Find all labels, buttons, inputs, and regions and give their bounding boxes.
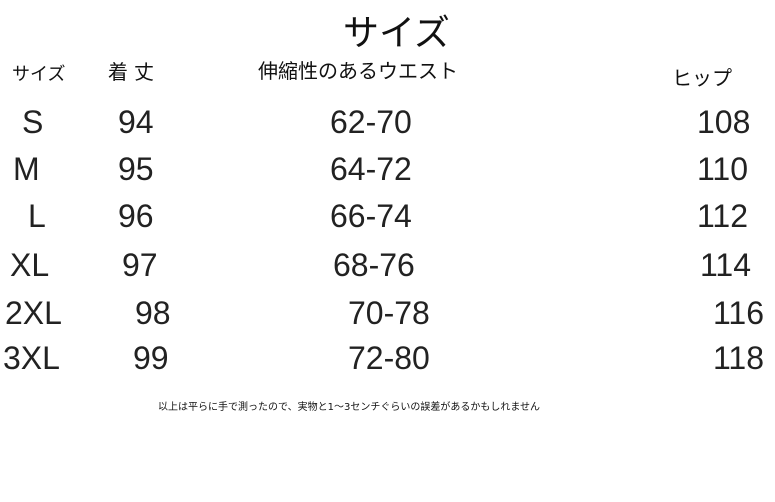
row-waist: 70-78 (348, 295, 430, 331)
row-hip: 110 (697, 151, 749, 187)
row-waist: 62-70 (330, 104, 412, 140)
header-waist: 伸縮性のあるウエスト (258, 59, 458, 83)
row-size: 2XL (5, 295, 62, 331)
row-length: 99 (133, 340, 169, 376)
header-size: サイズ (12, 64, 66, 85)
row-waist: 66-74 (330, 198, 412, 234)
chart-title: サイズ (343, 13, 450, 54)
header-hip: ヒップ (672, 66, 732, 90)
row-length: 95 (118, 151, 154, 187)
row-length: 98 (135, 295, 171, 331)
row-hip: 114 (700, 247, 752, 283)
row-length: 94 (118, 104, 154, 140)
row-size: L (28, 198, 46, 234)
row-size: M (13, 151, 40, 187)
row-hip: 116 (713, 295, 765, 331)
row-length: 97 (122, 247, 158, 283)
row-length: 96 (118, 198, 154, 234)
row-waist: 72-80 (348, 340, 430, 376)
row-size: 3XL (3, 340, 60, 376)
row-hip: 112 (697, 198, 749, 234)
row-size: S (22, 104, 44, 140)
row-waist: 64-72 (330, 151, 412, 187)
measurement-note: 以上は平らに手で測ったので、実物と1～3センチぐらいの誤差があるかもしれません (158, 402, 541, 413)
row-hip: 118 (713, 340, 765, 376)
row-hip: 108 (697, 104, 751, 140)
row-size: XL (10, 247, 50, 283)
header-length: 着丈 (108, 60, 160, 84)
row-waist: 68-76 (333, 247, 415, 283)
